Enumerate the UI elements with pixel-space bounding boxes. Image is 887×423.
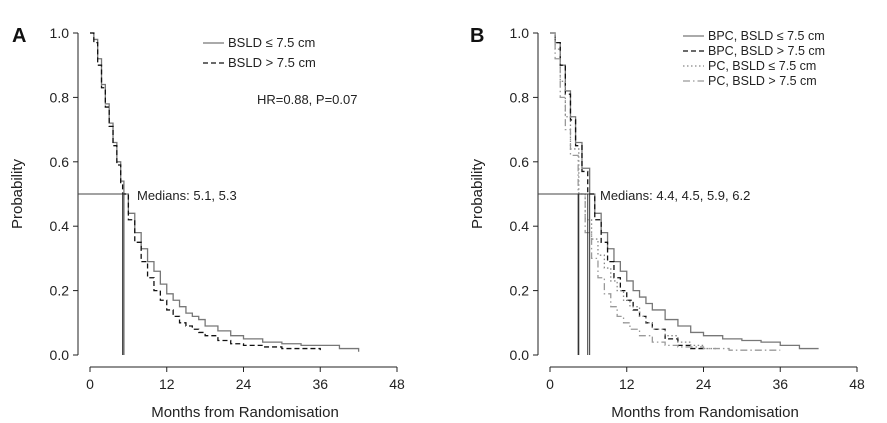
series-line [550,32,781,351]
median-lines [538,193,591,355]
y-axis-label: Probability [9,158,26,229]
legend-entry: PC, BSLD > 7.5 cm [708,74,817,88]
x-tick-label: 24 [696,376,712,392]
legend-entry: BSLD > 7.5 cm [228,55,316,70]
y-tick-label: 0.6 [50,154,70,170]
y-tick-label: 0.8 [50,89,70,105]
y-tick-label: 0.2 [50,283,70,299]
series-group [90,32,360,352]
y-tick-label: 1.0 [510,25,530,41]
x-tick-label: 36 [772,376,788,392]
y-axis-label: Probability [469,158,486,229]
panel-a: A 0.0 0.2 0.4 0.6 0.8 1.0 0 12 24 36 48 Medians: 5… [9,25,405,421]
legend-entry: PC, BSLD ≤ 7.5 cm [708,59,816,73]
series-line [550,32,819,350]
y-tick-label: 0.0 [50,347,70,363]
legend-entry: BSLD ≤ 7.5 cm [228,35,315,50]
y-tick-label: 0.0 [510,347,530,363]
median-lines [78,193,125,355]
panel-label: B [470,25,484,47]
legend: BSLD ≤ 7.5 cm BSLD > 7.5 cm [203,35,316,70]
y-tick-label: 0.6 [510,154,530,170]
median-annotation: Medians: 4.4, 4.5, 5.9, 6.2 [600,188,750,203]
panel-label: A [12,25,26,47]
x-tick-label: 48 [849,376,865,392]
y-tick-label: 0.2 [510,283,530,299]
series-line [90,32,360,352]
x-tick-label: 0 [86,376,94,392]
x-tick-label: 12 [159,376,175,392]
x-tick-label: 48 [389,376,405,392]
legend-entry: BPC, BSLD > 7.5 cm [708,44,825,58]
x-axis-label: Months from Randomisation [611,404,799,421]
series-group [550,32,819,351]
median-annotation: Medians: 5.1, 5.3 [137,188,237,203]
legend-entry: BPC, BSLD ≤ 7.5 cm [708,29,825,43]
stats-annotation: HR=0.88, P=0.07 [257,92,357,107]
x-tick-label: 0 [546,376,554,392]
y-tick-label: 0.4 [510,218,530,234]
panel-b: B 0.0 0.2 0.4 0.6 0.8 1.0 0 12 24 36 48 Medians: 4… [469,25,865,421]
series-line [90,32,321,351]
x-tick-label: 24 [236,376,252,392]
y-tick-label: 0.4 [50,218,70,234]
x-tick-label: 12 [619,376,635,392]
x-tick-label: 36 [312,376,328,392]
x-axis-label: Months from Randomisation [151,404,339,421]
y-tick-label: 0.8 [510,89,530,105]
series-line [550,32,717,351]
series-line [550,32,705,351]
axes: 0.0 0.2 0.4 0.6 0.8 1.0 0 12 24 36 48 [50,25,405,392]
y-tick-label: 1.0 [50,25,70,41]
